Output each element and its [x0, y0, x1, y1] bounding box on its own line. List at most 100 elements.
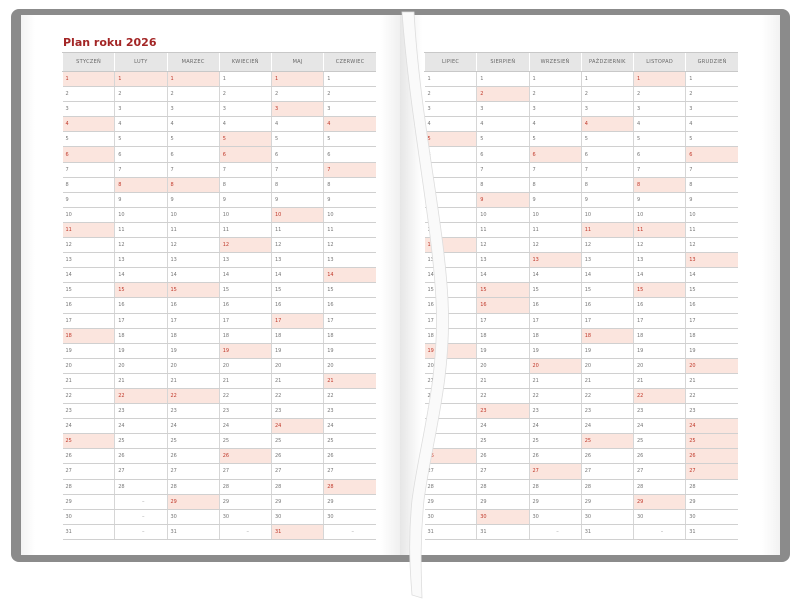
day-cell[interactable]: 14 [218, 267, 272, 284]
day-cell[interactable]: 19 [218, 343, 272, 359]
day-cell[interactable]: 9 [424, 192, 477, 208]
day-cell[interactable]: 11 [323, 222, 376, 239]
day-cell[interactable]: 16 [685, 297, 738, 314]
day-cell[interactable]: 18 [476, 328, 529, 344]
day-cell[interactable]: 3 [632, 101, 686, 118]
day-cell[interactable]: 17 [218, 313, 272, 329]
day-cell[interactable]: 16 [424, 297, 477, 314]
day-cell[interactable]: 14 [685, 267, 738, 284]
day-cell[interactable]: 25 [218, 433, 272, 450]
day-cell[interactable]: 13 [218, 252, 272, 269]
day-cell[interactable]: 28 [685, 479, 738, 495]
day-cell[interactable]: 16 [218, 297, 272, 314]
day-cell[interactable]: 22 [323, 388, 376, 405]
day-cell[interactable]: 2 [114, 86, 167, 103]
day-cell[interactable]: 24 [632, 418, 686, 435]
day-cell[interactable]: 14 [114, 267, 167, 284]
day-cell[interactable]: 24 [685, 418, 738, 435]
day-cell[interactable]: 24 [62, 418, 115, 435]
day-cell[interactable]: 31 [270, 524, 324, 540]
day-cell[interactable]: 27 [114, 463, 167, 480]
day-cell[interactable]: 11 [114, 222, 167, 239]
day-cell[interactable]: 4 [528, 116, 582, 133]
day-cell[interactable]: 7 [424, 162, 477, 178]
day-cell[interactable]: 17 [62, 313, 115, 329]
day-cell[interactable]: 6 [166, 146, 220, 163]
day-cell[interactable]: 30 [580, 509, 634, 525]
day-cell[interactable]: 2 [218, 86, 272, 103]
day-cell[interactable]: 18 [580, 328, 634, 344]
day-cell[interactable]: 9 [218, 192, 272, 208]
day-cell[interactable]: 16 [323, 297, 376, 314]
day-cell[interactable]: 1 [323, 71, 376, 88]
day-cell[interactable]: 31 [580, 524, 634, 540]
day-cell[interactable]: 30 [166, 509, 220, 525]
day-cell[interactable]: 25 [528, 433, 582, 450]
day-cell[interactable]: 4 [323, 116, 376, 133]
day-cell[interactable]: 29 [580, 494, 634, 510]
day-cell[interactable]: 19 [528, 343, 582, 359]
day-cell[interactable]: 3 [685, 101, 738, 118]
day-cell[interactable]: 16 [62, 297, 115, 314]
day-cell[interactable]: 8 [323, 177, 376, 193]
day-cell[interactable]: 15 [323, 282, 376, 299]
day-cell[interactable]: 2 [424, 86, 477, 103]
day-cell[interactable]: 23 [323, 403, 376, 420]
day-cell[interactable]: 20 [323, 358, 376, 374]
day-cell[interactable]: 27 [632, 463, 686, 480]
day-cell[interactable]: 2 [685, 86, 738, 103]
day-cell[interactable]: 5 [166, 131, 220, 148]
day-cell[interactable]: 10 [114, 207, 167, 223]
day-cell[interactable]: 17 [528, 313, 582, 329]
day-cell[interactable]: 22 [62, 388, 115, 405]
day-cell[interactable]: 7 [685, 162, 738, 178]
day-cell[interactable]: 8 [62, 177, 115, 193]
day-cell[interactable]: 24 [218, 418, 272, 435]
day-cell[interactable]: 25 [476, 433, 529, 450]
day-cell[interactable]: 9 [528, 192, 582, 208]
day-cell[interactable]: 19 [166, 343, 220, 359]
day-cell[interactable]: 17 [323, 313, 376, 329]
day-cell[interactable]: 23 [580, 403, 634, 420]
day-cell[interactable]: 10 [166, 207, 220, 223]
day-cell[interactable]: 25 [323, 433, 376, 450]
day-cell[interactable]: 26 [114, 448, 167, 465]
day-cell[interactable]: 25 [270, 433, 324, 450]
day-cell[interactable]: 20 [528, 358, 582, 374]
day-cell[interactable]: 4 [114, 116, 167, 133]
day-cell[interactable]: 24 [166, 418, 220, 435]
day-cell[interactable]: 31 [166, 524, 220, 540]
day-cell[interactable]: 9 [270, 192, 324, 208]
day-cell[interactable]: 14 [424, 267, 477, 284]
day-cell[interactable]: 30 [323, 509, 376, 525]
day-cell[interactable]: 23 [114, 403, 167, 420]
day-cell[interactable]: 31 [476, 524, 529, 540]
day-cell[interactable]: 8 [476, 177, 529, 193]
day-cell[interactable]: 22 [270, 388, 324, 405]
day-cell[interactable]: 24 [476, 418, 529, 435]
day-cell[interactable]: 17 [270, 313, 324, 329]
day-cell[interactable]: 7 [62, 162, 115, 178]
day-cell[interactable]: 3 [476, 101, 529, 118]
day-cell[interactable]: 5 [323, 131, 376, 148]
day-cell[interactable]: 8 [632, 177, 686, 193]
day-cell[interactable]: 15 [528, 282, 582, 299]
day-cell[interactable]: 23 [424, 403, 477, 420]
day-cell[interactable]: 28 [166, 479, 220, 495]
day-cell[interactable]: 7 [166, 162, 220, 178]
day-cell[interactable]: 21 [632, 373, 686, 389]
day-cell[interactable]: 5 [424, 131, 477, 148]
day-cell[interactable]: 31 [424, 524, 477, 540]
day-cell[interactable]: 11 [270, 222, 324, 239]
day-cell[interactable]: 19 [580, 343, 634, 359]
day-cell[interactable]: 23 [218, 403, 272, 420]
day-cell[interactable]: 11 [218, 222, 272, 239]
day-cell[interactable]: 19 [323, 343, 376, 359]
day-cell[interactable]: 4 [476, 116, 529, 133]
day-cell[interactable]: 29 [166, 494, 220, 510]
day-cell[interactable]: 12 [166, 237, 220, 254]
day-cell[interactable]: 15 [270, 282, 324, 299]
day-cell[interactable]: 26 [424, 448, 477, 465]
day-cell[interactable]: 3 [218, 101, 272, 118]
day-cell[interactable]: 11 [166, 222, 220, 239]
